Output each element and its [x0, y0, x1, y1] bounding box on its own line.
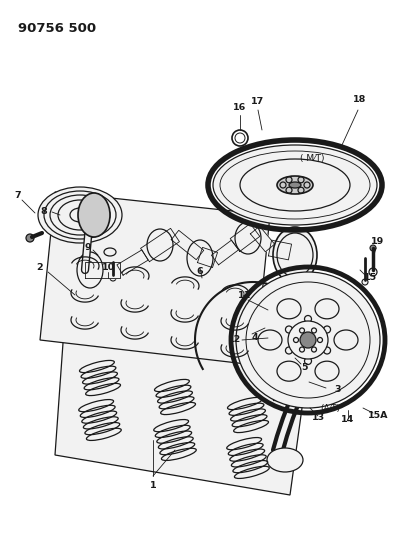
Circle shape: [370, 245, 376, 251]
Polygon shape: [273, 400, 300, 450]
Circle shape: [110, 275, 116, 281]
Text: 7: 7: [15, 190, 21, 199]
Polygon shape: [250, 226, 275, 252]
Circle shape: [369, 268, 377, 276]
Ellipse shape: [288, 321, 328, 359]
Polygon shape: [40, 192, 270, 365]
Polygon shape: [268, 240, 292, 260]
Text: 6: 6: [197, 268, 203, 277]
Ellipse shape: [77, 252, 103, 288]
Ellipse shape: [236, 272, 380, 408]
Ellipse shape: [277, 176, 313, 194]
Text: 90756 500: 90756 500: [18, 22, 96, 35]
Circle shape: [362, 279, 368, 285]
Text: (A⁄T): (A⁄T): [320, 403, 340, 413]
Text: 1: 1: [150, 481, 156, 489]
Ellipse shape: [240, 159, 350, 211]
Text: 13: 13: [312, 414, 324, 423]
Ellipse shape: [147, 229, 173, 261]
Text: 16: 16: [233, 103, 247, 112]
Text: 8: 8: [41, 207, 47, 216]
Text: 3: 3: [335, 385, 341, 394]
Polygon shape: [230, 224, 260, 252]
Circle shape: [26, 234, 34, 242]
Ellipse shape: [187, 240, 213, 276]
Text: 5: 5: [302, 364, 308, 373]
Ellipse shape: [279, 235, 305, 271]
Polygon shape: [197, 247, 218, 268]
Text: 12: 12: [228, 335, 242, 344]
Ellipse shape: [104, 248, 116, 256]
Ellipse shape: [78, 193, 110, 237]
Text: 2: 2: [37, 263, 43, 272]
Text: 19: 19: [371, 238, 384, 246]
Ellipse shape: [300, 332, 316, 348]
Polygon shape: [140, 228, 179, 262]
Ellipse shape: [38, 187, 122, 243]
FancyBboxPatch shape: [273, 378, 317, 400]
Text: 14: 14: [341, 416, 355, 424]
Polygon shape: [55, 315, 310, 495]
Polygon shape: [211, 240, 238, 265]
Ellipse shape: [273, 353, 317, 383]
Polygon shape: [117, 250, 148, 275]
Ellipse shape: [267, 448, 303, 472]
Polygon shape: [85, 262, 120, 278]
Ellipse shape: [289, 182, 301, 188]
Text: 11: 11: [238, 290, 252, 300]
Text: 9: 9: [85, 244, 91, 253]
Text: ( M⁄T): ( M⁄T): [300, 154, 324, 163]
Polygon shape: [171, 230, 204, 260]
Text: 18: 18: [353, 95, 367, 104]
Text: 4: 4: [252, 334, 258, 343]
Text: 10: 10: [101, 263, 115, 272]
Ellipse shape: [273, 227, 317, 283]
Ellipse shape: [235, 222, 261, 254]
Text: 17: 17: [252, 98, 265, 107]
Text: 15A: 15A: [368, 410, 388, 419]
Text: 15: 15: [363, 273, 377, 282]
Ellipse shape: [213, 145, 377, 225]
